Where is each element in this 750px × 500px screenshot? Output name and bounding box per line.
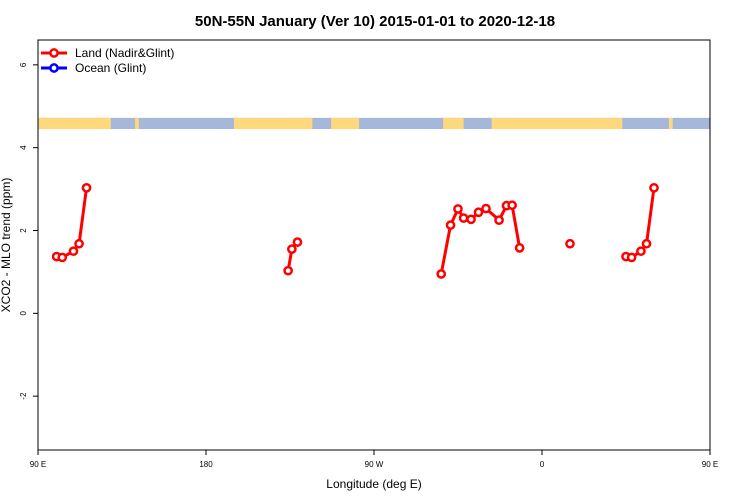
- chart-title: 50N-55N January (Ver 10) 2015-01-01 to 2…: [195, 13, 555, 30]
- data-point: [514, 243, 525, 253]
- legend: Land (Nadir&Glint)Ocean (Glint): [41, 46, 174, 75]
- x-tick-label: 180: [199, 460, 213, 469]
- x-axis-label: Longitude (deg E): [326, 477, 421, 491]
- data-point: [287, 244, 297, 254]
- data-point: [649, 182, 659, 193]
- data-point: [481, 203, 491, 214]
- land-band-segment: [234, 117, 313, 130]
- data-point: [626, 252, 637, 263]
- data-point: [445, 220, 456, 230]
- y-tick-label: -2: [19, 392, 28, 400]
- x-tick-label: 90 E: [702, 460, 718, 469]
- plot-frame: [37, 39, 711, 451]
- data-point: [466, 214, 476, 225]
- x-axis: 90 E 180 90 W 0 90 E: [30, 450, 718, 469]
- data-point: [436, 269, 447, 279]
- y-tick-label: 2: [19, 228, 28, 233]
- data-point: [283, 265, 293, 276]
- data-point: [81, 182, 92, 193]
- y-axis: -2 0 2 4 6: [19, 62, 38, 400]
- data-point: [494, 215, 504, 226]
- x-tick-label: 90 E: [30, 460, 46, 469]
- data-point: [507, 200, 517, 211]
- data-point: [292, 237, 303, 247]
- y-axis-label: XCO2 - MLO trend (ppm): [0, 178, 13, 313]
- land-ocean-band: [38, 117, 710, 130]
- y-tick-label: 0: [19, 311, 28, 316]
- land-band-segment: [331, 117, 360, 130]
- series-layer: [51, 182, 659, 279]
- y-tick-label: 4: [19, 145, 28, 150]
- land-band-segment: [38, 117, 111, 130]
- legend-label: Land (Nadir&Glint): [75, 46, 174, 60]
- data-point: [565, 238, 575, 249]
- data-point: [74, 238, 84, 249]
- data-point: [57, 252, 68, 263]
- y-tick-label: 6: [19, 62, 28, 67]
- data-point: [636, 246, 646, 257]
- data-point: [453, 204, 463, 214]
- legend-marker: [49, 63, 59, 73]
- x-tick-label: 0: [540, 460, 545, 469]
- land-band-segment: [443, 117, 464, 130]
- land-band-segment: [135, 117, 139, 130]
- x-tick-label: 90 W: [365, 460, 384, 469]
- ocean-band: [38, 117, 710, 130]
- data-point: [458, 213, 469, 223]
- land-band-segment: [668, 117, 673, 130]
- land-band-segment: [491, 117, 623, 130]
- legend-label: Ocean (Glint): [75, 61, 146, 75]
- data-point: [641, 238, 652, 249]
- legend-marker: [49, 48, 59, 58]
- data-point: [473, 207, 484, 218]
- data-point: [68, 246, 79, 257]
